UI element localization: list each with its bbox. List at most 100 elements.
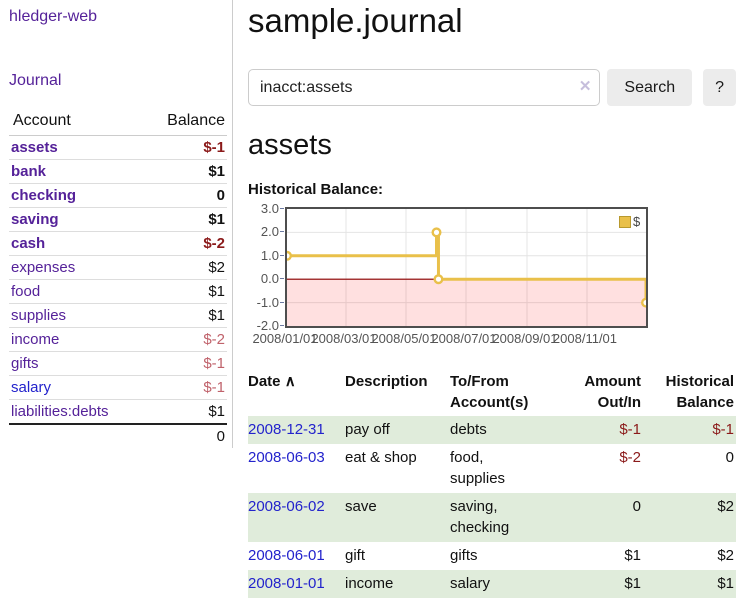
accounts-table: Account Balance assets $-1 bank $1 checking 0… xyxy=(9,109,227,448)
sidebar-account-link-saving[interactable]: saving xyxy=(11,211,59,228)
transaction-description: eat & shop xyxy=(345,449,417,466)
transaction-date-link[interactable]: 2008-01-01 xyxy=(248,575,325,592)
y-axis-tick-mark xyxy=(280,278,284,280)
account-balance: $1 xyxy=(142,159,227,184)
search-input[interactable] xyxy=(248,69,601,106)
help-button[interactable]: ? xyxy=(703,69,736,106)
register-header-description: Description xyxy=(345,373,428,390)
account-row: liabilities:debts $1 xyxy=(9,399,227,424)
register-row: 2008-06-01 gift gifts $1 $2 xyxy=(248,542,736,570)
register-header-date[interactable]: Date ∧ xyxy=(248,373,296,390)
sidebar-account-link-bank[interactable]: bank xyxy=(11,163,47,180)
account-row: salary $-1 xyxy=(9,375,227,400)
transaction-description: save xyxy=(345,493,450,542)
sidebar-account-link-supplies[interactable]: supplies xyxy=(11,307,67,324)
x-axis-tick-label: 2008/11/01 xyxy=(552,331,618,346)
transaction-date-link[interactable]: 2008-06-01 xyxy=(248,547,325,564)
account-balance: 0 xyxy=(142,183,227,208)
account-balance: $-2 xyxy=(142,327,227,352)
legend-swatch-icon xyxy=(619,215,631,228)
transaction-accounts: food, supplies xyxy=(450,449,506,487)
y-axis-tick-label: 1.0 xyxy=(260,247,279,263)
transaction-amount: $1 xyxy=(624,547,641,564)
sidebar-account-link-income[interactable]: income xyxy=(11,331,60,348)
x-axis-tick-label: 2008/07/01 xyxy=(431,331,497,346)
historical-balance-chart: $ 3.0 2.0 1.0 0.0 -1.0 -2.0 2008/01/01 2008/03/… xyxy=(248,202,736,347)
account-balance: $1 xyxy=(142,303,227,328)
account-balance: $1 xyxy=(142,279,227,304)
account-row: checking 0 xyxy=(9,183,227,208)
account-row: cash $-2 xyxy=(9,231,227,256)
y-axis-tick-label: -2.0 xyxy=(256,318,279,333)
register-header-amount: Amount Out/In xyxy=(584,373,641,411)
transaction-accounts: gifts xyxy=(450,547,478,564)
register-row: 2008-12-31 pay off debts $-1 $-1 xyxy=(248,416,736,444)
clear-search-icon[interactable]: ✕ xyxy=(578,78,592,95)
sidebar-account-link-expenses[interactable]: expenses xyxy=(11,259,76,276)
y-axis-tick-mark xyxy=(280,208,284,209)
account-balance: $-1 xyxy=(203,139,225,156)
transaction-balance: $-1 xyxy=(643,416,736,444)
y-axis-tick-label: -1.0 xyxy=(256,294,279,310)
account-balance: $-2 xyxy=(142,231,227,256)
register-table: Date ∧ Description To/From Account(s) Am… xyxy=(248,368,736,598)
transaction-date-link[interactable]: 2008-12-31 xyxy=(248,421,325,438)
register-row: 2008-06-02 save saving, checking 0 $2 xyxy=(248,493,736,542)
chart-plot-area xyxy=(285,207,648,328)
transaction-date-link[interactable]: 2008-06-03 xyxy=(248,449,325,466)
transaction-accounts: salary xyxy=(450,570,548,598)
transaction-amount: $-2 xyxy=(619,449,641,466)
accounts-total-balance: 0 xyxy=(142,423,227,448)
sort-asc-icon: ∧ xyxy=(284,373,296,390)
sidebar-account-link-liabilities-debts[interactable]: liabilities:debts xyxy=(11,403,109,420)
x-axis-tick-label: 2008/03/01 xyxy=(311,331,377,346)
sidebar: hledger-web Journal Account Balance asse… xyxy=(0,0,233,448)
sidebar-account-link-gifts[interactable]: gifts xyxy=(11,355,39,372)
account-balance: $-1 xyxy=(142,375,227,400)
transaction-balance: $2 xyxy=(643,493,736,542)
x-axis-tick-label: 2008/09/01 xyxy=(492,331,558,346)
account-row: assets $-1 xyxy=(9,136,227,160)
transaction-balance: $1 xyxy=(643,570,736,598)
search-form: ✕ Search ? xyxy=(248,69,736,106)
chart-title: Historical Balance: xyxy=(248,181,384,198)
account-row: income $-2 xyxy=(9,327,227,352)
transaction-accounts: saving, checking xyxy=(450,493,548,542)
y-axis-tick-label: 3.0 xyxy=(260,201,279,216)
transaction-amount: $-1 xyxy=(548,416,643,444)
sidebar-account-link-cash[interactable]: cash xyxy=(11,235,46,252)
transaction-description: pay off xyxy=(345,416,450,444)
sidebar-account-link-checking[interactable]: checking xyxy=(11,187,77,204)
account-balance: $1 xyxy=(142,207,227,232)
y-axis-tick-label: 0.0 xyxy=(260,271,279,287)
page-title: sample.journal xyxy=(248,2,463,39)
transaction-description: income xyxy=(345,570,450,598)
register-row: 2008-01-01 income salary $1 $1 xyxy=(248,570,736,598)
transaction-balance: 0 xyxy=(725,449,734,466)
register-header-accounts: To/From Account(s) xyxy=(450,373,529,411)
account-row: food $1 xyxy=(9,279,227,304)
account-balance: $1 xyxy=(142,399,227,424)
sidebar-item-journal[interactable]: Journal xyxy=(9,72,62,89)
transaction-date-link[interactable]: 2008-06-02 xyxy=(248,498,325,515)
account-row: gifts $-1 xyxy=(9,351,227,376)
account-heading: assets xyxy=(248,129,332,161)
app-brand-link[interactable]: hledger-web xyxy=(9,8,98,25)
transaction-amount: 0 xyxy=(548,493,643,542)
y-axis-tick-mark xyxy=(280,301,284,303)
main-content: sample.journal ✕ Search ? assets Histori… xyxy=(248,0,736,598)
sidebar-account-link-salary[interactable]: salary xyxy=(11,379,52,396)
accounts-header-balance: Balance xyxy=(142,109,227,136)
sidebar-account-link-assets[interactable]: assets xyxy=(11,139,58,156)
y-axis-tick-label: 2.0 xyxy=(260,224,279,240)
x-axis-tick-label: 2008/01/01 xyxy=(252,331,318,346)
legend-label: $ xyxy=(633,214,641,229)
sidebar-account-link-food[interactable]: food xyxy=(11,283,41,300)
account-row: supplies $1 xyxy=(9,303,227,328)
transaction-balance: $2 xyxy=(717,547,734,564)
account-row: saving $1 xyxy=(9,207,227,232)
account-balance: $-1 xyxy=(142,351,227,376)
y-axis-tick-mark xyxy=(280,325,284,326)
search-button[interactable]: Search xyxy=(607,69,693,106)
x-axis-tick-label: 2008/05/01 xyxy=(371,331,437,346)
